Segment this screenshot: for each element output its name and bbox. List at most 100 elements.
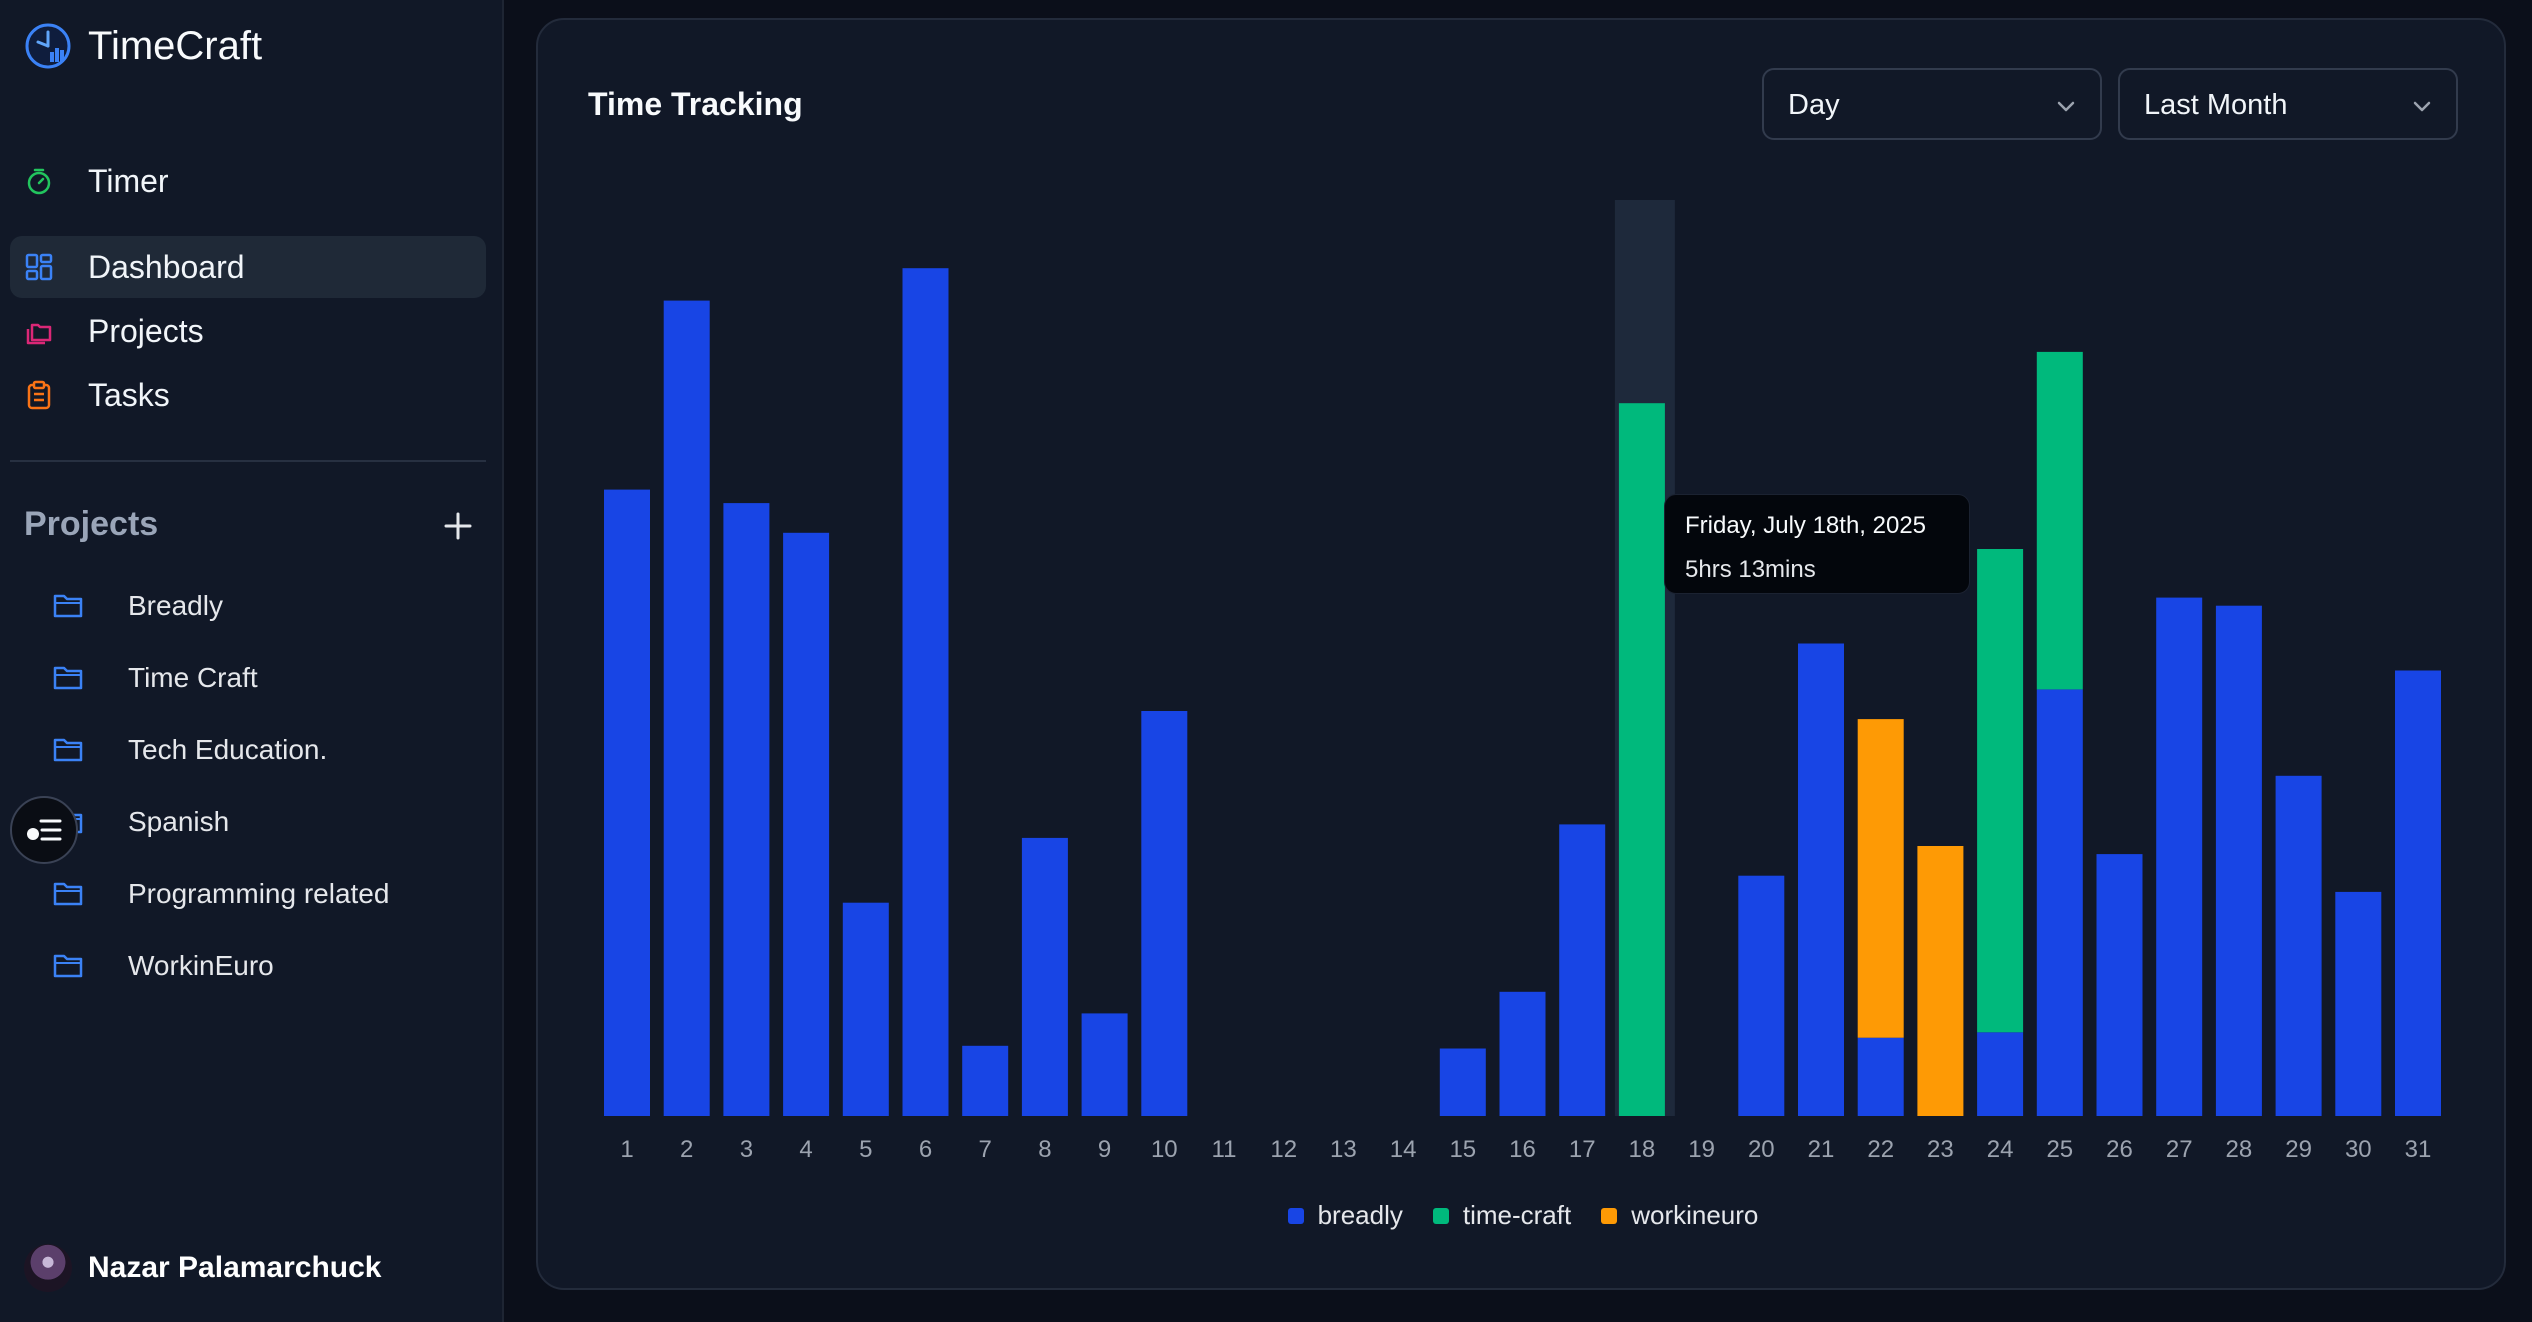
bar-breadly-day-31[interactable] [2395, 670, 2441, 1117]
x-tick-label: 24 [1987, 1136, 2014, 1163]
project-label: Programming related [128, 878, 390, 909]
nav-item-projects[interactable]: Projects [10, 300, 486, 362]
bar-breadly-day-5[interactable] [842, 902, 889, 1116]
x-tick-label: 26 [2106, 1136, 2133, 1163]
nav-item-dashboard[interactable]: Dashboard [10, 236, 486, 298]
group-by-select[interactable]: Day [1762, 68, 2102, 140]
project-label: WorkinEuro [128, 950, 274, 981]
folder-icon [53, 594, 83, 618]
floating-menu-button[interactable] [10, 796, 78, 864]
brand[interactable]: TimeCraft [24, 18, 262, 74]
x-tick-label: 9 [1098, 1136, 1111, 1163]
bar-breadly-day-8[interactable] [1021, 837, 1068, 1116]
bar-breadly-day-1[interactable] [604, 489, 650, 1117]
tooltip-value: 5hrs 13mins [1685, 556, 1816, 583]
sidebar-project-tech-education[interactable]: Tech Education. [52, 724, 482, 776]
sidebar-project-spanish[interactable]: Spanish [52, 796, 482, 848]
x-tick-label: 1 [620, 1136, 633, 1163]
chart-legend: breadly time-craft workineuro [538, 1200, 2508, 1231]
bar-breadly-day-16[interactable] [1499, 991, 1546, 1116]
bar-time-craft-day-18[interactable] [1618, 403, 1665, 1116]
x-tick-label: 11 [1212, 1136, 1237, 1163]
legend-item-workineuro[interactable]: workineuro [1601, 1200, 1758, 1231]
x-tick-label: 27 [2166, 1136, 2193, 1163]
bar-breadly-day-30[interactable] [2335, 891, 2382, 1116]
legend-swatch [1432, 1207, 1449, 1224]
legend-label: breadly [1317, 1200, 1403, 1230]
bar-breadly-day-24[interactable] [1977, 1032, 2024, 1116]
bar-workineuro-day-23[interactable] [1917, 846, 1964, 1116]
sidebar-divider [10, 460, 486, 462]
x-tick-label: 16 [1509, 1136, 1536, 1163]
x-tick-label: 31 [2405, 1136, 2432, 1163]
legend-item-time-craft[interactable]: time-craft [1432, 1200, 1572, 1231]
project-label: Spanish [128, 806, 230, 837]
bar-breadly-day-7[interactable] [962, 1045, 1009, 1116]
legend-swatch [1601, 1207, 1618, 1224]
bar-breadly-day-22[interactable] [1857, 1037, 1904, 1116]
x-tick-label: 5 [859, 1136, 872, 1163]
stopwatch-icon [27, 168, 51, 195]
x-tick-label: 25 [2046, 1136, 2073, 1163]
projects-heading: Projects [24, 505, 159, 543]
sidebar-project-programming-related[interactable]: Programming related [52, 868, 482, 920]
card-title: Time Tracking [588, 86, 803, 122]
tooltip-date: Friday, July 18th, 2025 [1685, 512, 1927, 539]
bar-breadly-day-15[interactable] [1439, 1048, 1486, 1117]
project-label: Time Craft [128, 662, 258, 693]
sidebar: TimeCraft Timer Dashboard Pr [0, 0, 504, 1322]
x-tick-label: 10 [1151, 1136, 1178, 1163]
folder-icon [53, 882, 83, 906]
bar-breadly-day-3[interactable] [723, 503, 770, 1117]
x-tick-label: 7 [979, 1136, 992, 1163]
bar-breadly-day-21[interactable] [1798, 643, 1844, 1117]
chevron-down-icon [2413, 101, 2431, 112]
bar-breadly-day-25[interactable] [2036, 689, 2083, 1116]
nav-label-projects: Projects [88, 312, 204, 349]
stacked-bar-chart: 1 2 3 4 5 6 7 8 9 10 11 12 13 14 15 16 17 18 19 20 21 22 23 24 2… [604, 200, 2441, 1163]
x-tick-label: 18 [1629, 1136, 1656, 1163]
nav-label-timer: Timer [88, 162, 169, 199]
chart-tooltip: Friday, July 18th, 2025 5hrs 13mins [1664, 494, 1970, 594]
bar-breadly-day-26[interactable] [2096, 854, 2143, 1116]
dashboard-icon [25, 253, 53, 281]
bar-breadly-day-17[interactable] [1559, 824, 1606, 1116]
bar-time-craft-day-24[interactable] [1977, 549, 2024, 1033]
x-tick-label: 23 [1927, 1136, 1954, 1163]
sidebar-project-workineuro[interactable]: WorkinEuro [52, 940, 482, 992]
bar-workineuro-day-22[interactable] [1857, 719, 1904, 1038]
user-profile[interactable]: Nazar Palamarchuck [24, 1242, 382, 1294]
nav-item-timer[interactable]: Timer [10, 150, 486, 212]
x-tick-label: 2 [680, 1136, 693, 1163]
bar-breadly-day-28[interactable] [2215, 605, 2262, 1116]
x-tick-label: 13 [1330, 1136, 1357, 1163]
add-project-plus-icon[interactable] [440, 508, 476, 544]
legend-label: time-craft [1462, 1200, 1572, 1230]
folder-icon [53, 954, 83, 978]
date-range-select[interactable]: Last Month [2118, 68, 2458, 140]
legend-item-breadly[interactable]: breadly [1287, 1200, 1403, 1231]
bar-time-craft-day-25[interactable] [2036, 351, 2083, 690]
bar-breadly-day-6[interactable] [902, 268, 949, 1116]
bar-breadly-day-9[interactable] [1081, 1013, 1128, 1116]
bar-breadly-day-10[interactable] [1141, 711, 1188, 1116]
legend-swatch [1287, 1207, 1304, 1224]
x-tick-label: 15 [1449, 1136, 1476, 1163]
folders-icon [26, 323, 52, 345]
x-tick-label: 19 [1688, 1136, 1715, 1163]
nav-label-dashboard: Dashboard [88, 248, 245, 285]
bar-breadly-day-4[interactable] [783, 532, 830, 1116]
clock-chart-logo-icon [25, 23, 71, 69]
bar-breadly-day-27[interactable] [2156, 597, 2203, 1116]
bar-breadly-day-29[interactable] [2275, 775, 2322, 1116]
bar-breadly-day-2[interactable] [663, 300, 710, 1117]
sidebar-project-breadly[interactable]: Breadly [52, 580, 482, 632]
clipboard-icon [27, 380, 51, 410]
x-tick-label: 12 [1270, 1136, 1297, 1163]
x-tick-label: 22 [1867, 1136, 1894, 1163]
x-tick-label: 14 [1390, 1136, 1417, 1163]
sidebar-project-time-craft[interactable]: Time Craft [52, 652, 482, 704]
date-range-value: Last Month [2144, 89, 2288, 121]
nav-item-tasks[interactable]: Tasks [10, 364, 486, 426]
bar-breadly-day-20[interactable] [1738, 875, 1785, 1116]
